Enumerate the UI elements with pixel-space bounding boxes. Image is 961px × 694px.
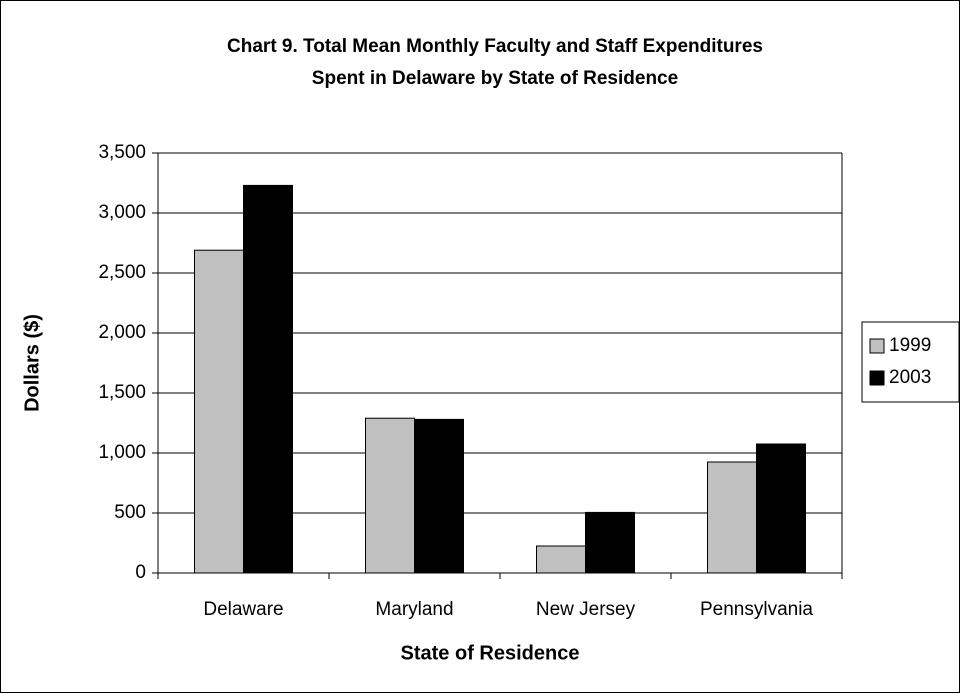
bar xyxy=(536,545,586,574)
bar xyxy=(194,249,244,574)
y-tick-label: 1,500 xyxy=(98,382,146,403)
y-tick-label: 3,000 xyxy=(98,202,146,223)
x-tick-label: Maryland xyxy=(375,599,453,620)
bar xyxy=(585,511,635,574)
y-axis-title: Dollars ($) xyxy=(21,314,43,412)
y-tick-label: 0 xyxy=(135,562,146,583)
legend-swatch xyxy=(869,370,885,386)
chart-title: Spent in Delaware by State of Residence xyxy=(312,68,678,89)
bar xyxy=(707,461,757,574)
chart-title: Chart 9. Total Mean Monthly Faculty and … xyxy=(227,36,763,57)
y-tick-label: 2,000 xyxy=(98,322,146,343)
y-tick-label: 500 xyxy=(114,502,146,523)
y-tick-label: 2,500 xyxy=(98,262,146,283)
bar xyxy=(414,418,464,574)
x-tick-label: Delaware xyxy=(203,599,283,620)
y-tick-label: 1,000 xyxy=(98,442,146,463)
y-tick-label: 3,500 xyxy=(98,142,146,163)
x-axis-title: State of Residence xyxy=(401,642,580,664)
x-tick-label: New Jersey xyxy=(536,599,636,620)
bar xyxy=(756,443,806,574)
bar xyxy=(243,184,293,574)
legend-swatch xyxy=(869,338,885,354)
legend-box xyxy=(861,321,960,403)
x-tick-label: Pennsylvania xyxy=(700,599,813,620)
legend-label: 2003 xyxy=(889,367,931,388)
bar xyxy=(365,417,415,574)
legend-label: 1999 xyxy=(889,335,931,356)
